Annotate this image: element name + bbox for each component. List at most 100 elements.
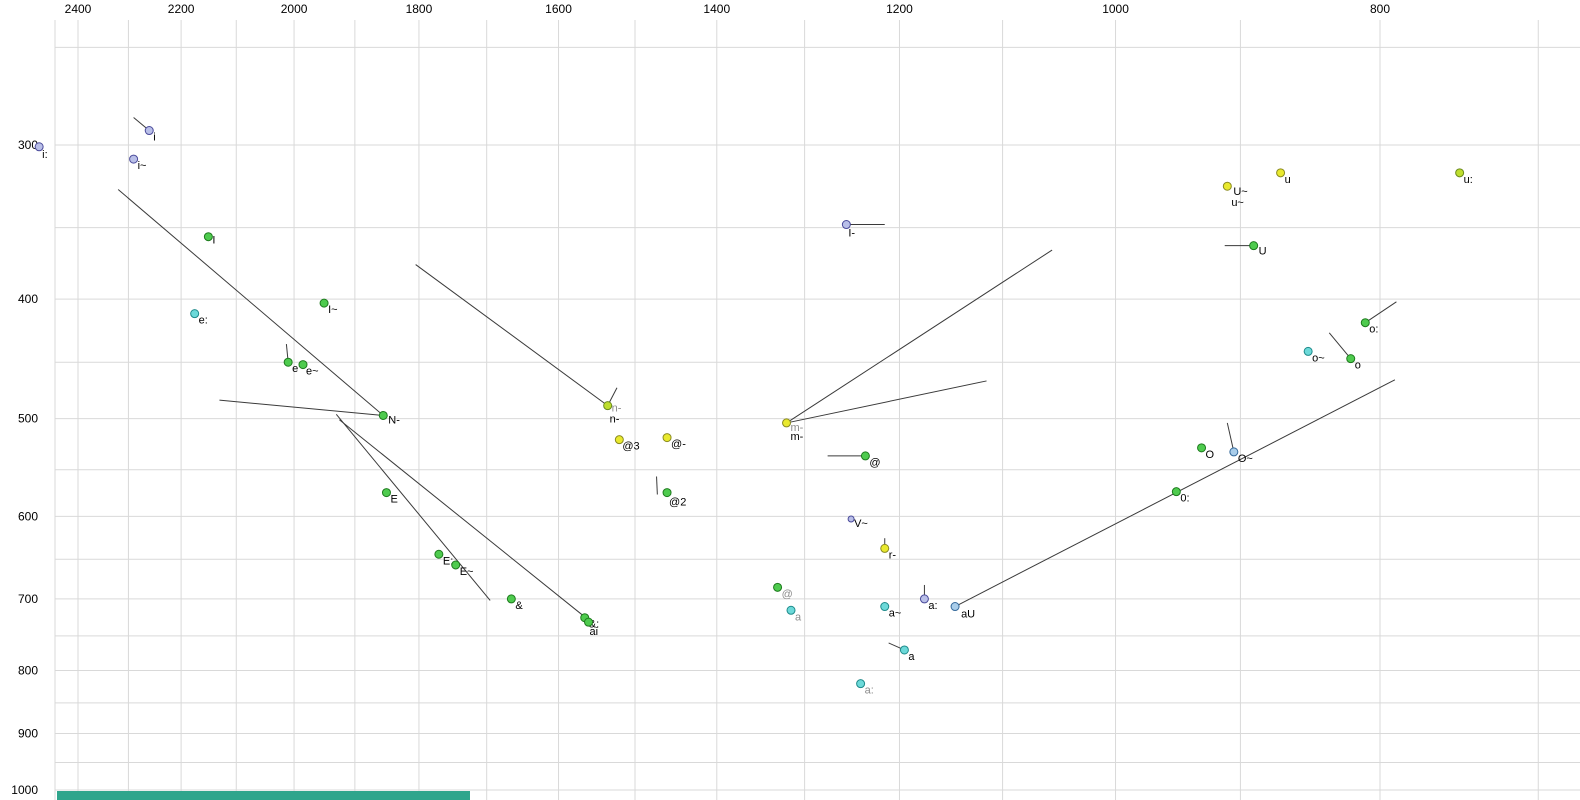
vowel-point-label: I~	[328, 304, 337, 316]
vowel-point-label: a	[908, 651, 915, 663]
vowel-point-u:[interactable]	[1455, 168, 1465, 178]
vowel-point-label: a~	[889, 608, 902, 620]
vowel-point-label: I-	[848, 228, 855, 240]
vowel-point-m-[interactable]	[782, 418, 792, 428]
vowel-point-label: e~	[306, 366, 319, 378]
vowel-point-label: i	[153, 132, 155, 144]
vowel-point-E~[interactable]	[451, 560, 461, 570]
vowel-point-label: &:	[589, 619, 599, 631]
vowel-point-label: m-	[791, 431, 804, 443]
trajectory-line	[656, 476, 658, 495]
x-axis-tick-label: 1200	[886, 2, 913, 16]
vowel-point-label: U	[1259, 246, 1267, 258]
vowel-point-label: r-	[889, 549, 897, 561]
trajectory-line	[1328, 332, 1352, 359]
vowel-point-o:[interactable]	[1360, 318, 1370, 328]
vowel-point-label: i~	[138, 160, 147, 172]
vowel-point-I~[interactable]	[319, 298, 329, 308]
y-axis-tick-label: 900	[18, 727, 38, 741]
x-axis-tick-label: 2000	[281, 2, 308, 16]
vowel-point-@2[interactable]	[662, 488, 672, 498]
vowel-point-a~[interactable]	[880, 602, 890, 612]
vowel-point-E:[interactable]	[434, 549, 444, 559]
vowel-point-aU[interactable]	[950, 602, 960, 612]
vowel-point-N-[interactable]	[378, 410, 388, 420]
vowel-point-a:[interactable]	[919, 594, 929, 604]
y-axis-tick-label: 1000	[11, 783, 38, 797]
vowel-point-o[interactable]	[1346, 354, 1356, 364]
vowel-point-label: O~	[1238, 453, 1253, 465]
vowel-point-label: n-	[610, 414, 620, 426]
vowel-point-label: aU	[961, 609, 975, 621]
trajectory-line	[1226, 422, 1235, 453]
x-axis-tick-label: 800	[1370, 2, 1390, 16]
vowel-point-i:[interactable]	[34, 142, 44, 152]
trajectory-line	[786, 380, 987, 424]
x-axis-tick-label: 2200	[168, 2, 195, 16]
vowel-point-label: n-	[612, 403, 622, 415]
vowel-point-label: u:	[1464, 174, 1473, 186]
trajectory-line	[1364, 301, 1397, 324]
vowel-point-label: E~	[460, 566, 474, 578]
vowel-point-I[interactable]	[203, 232, 213, 242]
vowel-point-label: u~	[1231, 197, 1244, 209]
y-axis-tick-label: 700	[18, 592, 38, 606]
vowel-point-label: o	[1355, 360, 1361, 372]
trajectory-line	[117, 189, 384, 416]
vowel-point-e~[interactable]	[298, 360, 308, 370]
vowel-point-label: E:	[443, 555, 453, 567]
vowel-point-label: e:	[199, 315, 208, 327]
vowel-point-ai[interactable]	[584, 617, 594, 627]
vowel-point-a[interactable]	[899, 645, 909, 655]
x-axis-tick-label: 1000	[1102, 2, 1129, 16]
vowel-point-a:[interactable]	[856, 679, 866, 689]
vowel-point-V~[interactable]	[847, 515, 855, 523]
y-axis-tick-label: 500	[18, 412, 38, 426]
vowel-point-@[interactable]	[773, 582, 783, 592]
vowel-point-label: V~	[854, 518, 868, 530]
vowel-point-label: o:	[1369, 324, 1378, 336]
vowel-point-I-[interactable]	[841, 220, 851, 230]
vowel-point-label: @	[782, 588, 793, 600]
vowel-point-U[interactable]	[1249, 241, 1259, 251]
vowel-point-u[interactable]	[1276, 168, 1286, 178]
vowel-point-i[interactable]	[144, 126, 154, 136]
vowel-point-U~[interactable]	[1222, 181, 1232, 191]
vowel-point-label: o~	[1312, 352, 1325, 364]
vowel-point-e[interactable]	[283, 357, 293, 367]
vowel-point-label: N-	[388, 414, 400, 426]
vowel-point-n-[interactable]	[603, 401, 613, 411]
vowel-point-@[interactable]	[860, 451, 870, 461]
vowel-point-label: a:	[928, 600, 937, 612]
vowel-point-e:[interactable]	[190, 309, 200, 319]
vowel-point-label: a:	[865, 685, 874, 697]
y-axis-tick-label: 300	[18, 138, 38, 152]
vowel-point-o~[interactable]	[1303, 346, 1313, 356]
vowel-point-r-[interactable]	[880, 543, 890, 553]
vowel-point-label: O	[1206, 449, 1215, 461]
vowel-point-label: ai	[590, 626, 599, 638]
y-axis-tick-label: 800	[18, 663, 38, 677]
vowel-point-&[interactable]	[506, 594, 516, 604]
vowel-point-label: I	[212, 235, 215, 247]
vowel-point-@-[interactable]	[662, 433, 672, 443]
vowel-point-label: @-	[671, 439, 686, 451]
vowel-point-O[interactable]	[1197, 443, 1207, 453]
y-axis-tick-label: 400	[18, 292, 38, 306]
trajectory-line	[339, 419, 589, 621]
vowel-point-a[interactable]	[786, 605, 796, 615]
vowel-point-i~[interactable]	[129, 154, 139, 164]
vowel-point-E[interactable]	[381, 488, 391, 498]
vowel-point-@3[interactable]	[614, 435, 624, 445]
vowel-point-label: U~	[1233, 186, 1247, 198]
horizontal-scrollbar-thumb[interactable]	[57, 791, 470, 800]
vowel-point-label: @2	[669, 497, 686, 509]
x-axis-tick-label: 1600	[545, 2, 572, 16]
vowel-point-0:[interactable]	[1171, 487, 1181, 497]
vowel-point-label: m-	[791, 422, 804, 434]
vowel-point-O~[interactable]	[1229, 447, 1239, 457]
vowel-point-label: &	[515, 600, 523, 612]
vowel-point-label: e	[292, 363, 298, 375]
